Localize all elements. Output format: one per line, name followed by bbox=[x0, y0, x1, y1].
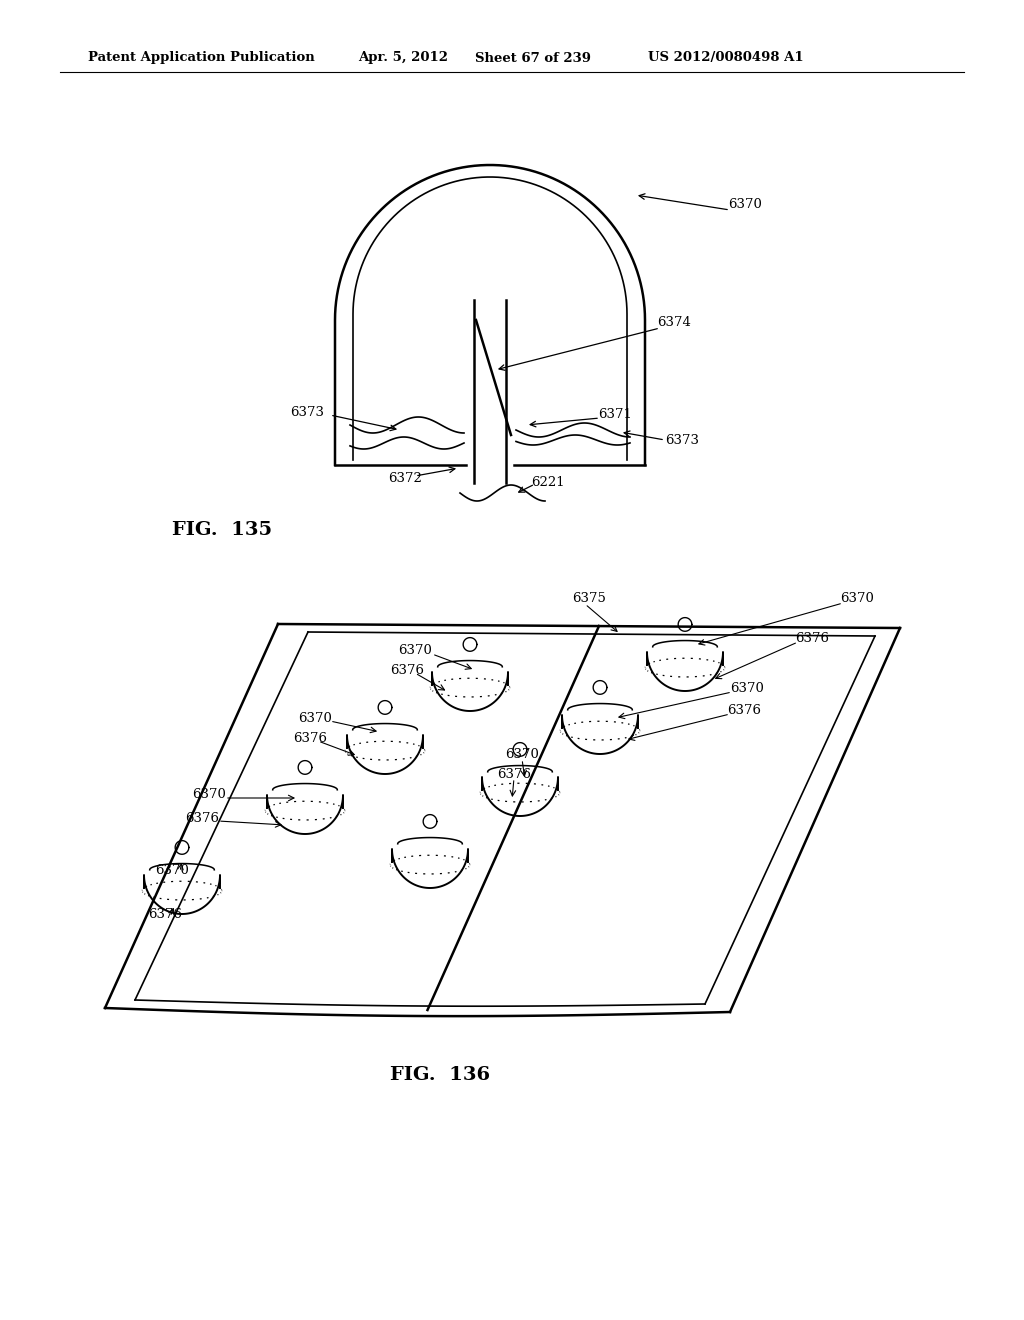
Text: FIG.  135: FIG. 135 bbox=[172, 521, 272, 539]
Text: 6373: 6373 bbox=[665, 433, 699, 446]
Text: 6221: 6221 bbox=[531, 475, 564, 488]
Text: 6373: 6373 bbox=[290, 405, 324, 418]
Text: Apr. 5, 2012: Apr. 5, 2012 bbox=[358, 51, 449, 65]
Text: 6370: 6370 bbox=[505, 748, 539, 762]
Text: 6376: 6376 bbox=[390, 664, 424, 676]
Text: 6376: 6376 bbox=[148, 908, 182, 921]
Text: 6376: 6376 bbox=[795, 631, 829, 644]
Text: FIG.  136: FIG. 136 bbox=[390, 1067, 490, 1084]
Text: 6370: 6370 bbox=[398, 644, 432, 656]
Text: 6370: 6370 bbox=[155, 863, 188, 876]
Text: 6370: 6370 bbox=[730, 681, 764, 694]
Text: 6370: 6370 bbox=[728, 198, 762, 211]
Text: 6376: 6376 bbox=[293, 731, 327, 744]
Text: 6370: 6370 bbox=[193, 788, 226, 801]
Text: 6376: 6376 bbox=[497, 768, 531, 781]
Text: 6372: 6372 bbox=[388, 471, 422, 484]
Text: 6376: 6376 bbox=[727, 704, 761, 717]
Text: 6371: 6371 bbox=[598, 408, 632, 421]
Text: Patent Application Publication: Patent Application Publication bbox=[88, 51, 314, 65]
Text: 6376: 6376 bbox=[185, 812, 219, 825]
Text: 6370: 6370 bbox=[298, 711, 332, 725]
Text: 6375: 6375 bbox=[572, 591, 606, 605]
Text: 6374: 6374 bbox=[657, 315, 691, 329]
Text: Sheet 67 of 239: Sheet 67 of 239 bbox=[475, 51, 591, 65]
Text: US 2012/0080498 A1: US 2012/0080498 A1 bbox=[648, 51, 804, 65]
Text: 6370: 6370 bbox=[840, 591, 873, 605]
